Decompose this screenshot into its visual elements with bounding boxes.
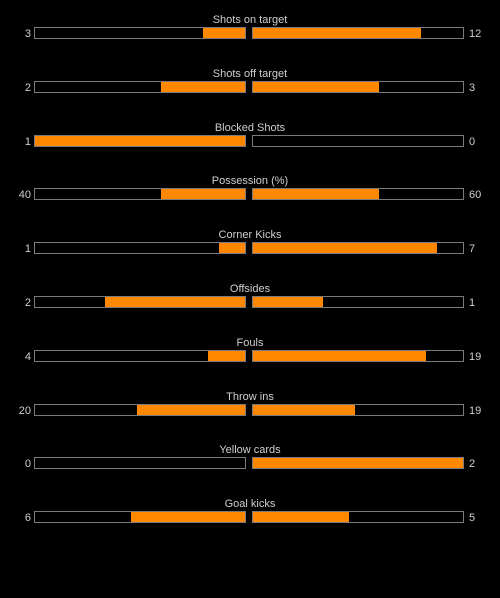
- away-value: 0: [469, 135, 476, 148]
- home-bar: [34, 349, 246, 362]
- home-bar: [34, 242, 246, 255]
- away-value: 60: [469, 189, 482, 202]
- away-bar: [252, 242, 464, 255]
- away-bar-fill: [253, 512, 349, 523]
- home-bar: [34, 403, 246, 416]
- away-bar: [252, 511, 464, 524]
- stat-row: Corner Kicks 1 7: [0, 228, 500, 264]
- away-bar: [252, 80, 464, 93]
- home-value: 2: [24, 81, 31, 94]
- stat-row: Offsides 2 1: [0, 282, 500, 318]
- stat-row: Blocked Shots 1 0: [0, 121, 500, 157]
- home-value: 40: [18, 189, 31, 202]
- home-bar-fill: [203, 28, 245, 38]
- stat-row: Yellow cards 0 2: [0, 443, 500, 479]
- home-bar-fill: [104, 297, 245, 307]
- away-bar: [252, 134, 464, 147]
- home-bar: [34, 296, 246, 308]
- home-bar: [34, 511, 246, 524]
- home-bar-fill: [130, 512, 245, 523]
- stat-label: Goal kicks: [224, 498, 276, 511]
- stat-label: Offsides: [229, 283, 271, 295]
- stat-label: Shots on target: [212, 14, 288, 26]
- home-value: 2: [24, 297, 31, 309]
- home-bar: [34, 134, 246, 147]
- away-value: 19: [469, 350, 482, 363]
- away-bar: [252, 296, 464, 308]
- home-value: 1: [24, 243, 31, 256]
- stat-row: Throw ins 20 19: [0, 390, 500, 426]
- home-bar-fill: [137, 404, 245, 415]
- home-bar-fill: [161, 81, 245, 92]
- away-value: 1: [469, 297, 476, 309]
- home-bar-fill: [35, 135, 245, 146]
- stat-label: Corner Kicks: [218, 229, 282, 242]
- away-value: 12: [469, 28, 482, 40]
- stat-label: Blocked Shots: [214, 121, 286, 134]
- away-bar: [252, 27, 464, 39]
- away-bar: [252, 403, 464, 416]
- home-value: 20: [18, 404, 31, 417]
- away-value: 19: [469, 404, 482, 417]
- away-bar: [252, 457, 464, 470]
- home-bar: [34, 80, 246, 93]
- away-bar-fill: [253, 28, 421, 38]
- stat-row: Shots on target 3 12: [0, 13, 500, 49]
- stat-row: Fouls 4 19: [0, 336, 500, 372]
- home-bar: [34, 27, 246, 39]
- away-bar-fill: [253, 189, 379, 200]
- home-bar: [34, 457, 246, 470]
- stat-label: Yellow cards: [219, 444, 281, 457]
- stat-label: Throw ins: [226, 390, 274, 403]
- stat-label: Shots off target: [212, 67, 288, 80]
- away-bar: [252, 349, 464, 362]
- away-value: 3: [469, 81, 476, 94]
- home-bar-fill: [218, 243, 245, 254]
- away-bar-fill: [253, 350, 427, 361]
- away-bar-fill: [253, 404, 356, 415]
- stat-label: Possession (%): [211, 175, 289, 188]
- away-bar-fill: [253, 297, 323, 307]
- away-bar-fill: [253, 81, 379, 92]
- stat-row: Goal kicks 6 5: [0, 497, 500, 533]
- away-bar-fill: [253, 243, 437, 254]
- home-value: 3: [24, 28, 31, 40]
- away-value: 7: [469, 243, 476, 256]
- home-value: 0: [24, 458, 31, 471]
- away-bar-fill: [253, 458, 463, 469]
- home-value: 4: [24, 350, 31, 363]
- home-value: 6: [24, 512, 31, 525]
- away-value: 2: [469, 458, 476, 471]
- home-value: 1: [24, 135, 31, 148]
- stat-row: Shots off target 2 3: [0, 67, 500, 103]
- away-bar: [252, 188, 464, 201]
- stat-label: Fouls: [236, 336, 264, 349]
- home-bar-fill: [208, 350, 245, 361]
- home-bar: [34, 188, 246, 201]
- away-value: 5: [469, 512, 476, 525]
- stat-row: Possession (%) 40 60: [0, 174, 500, 210]
- home-bar-fill: [161, 189, 245, 200]
